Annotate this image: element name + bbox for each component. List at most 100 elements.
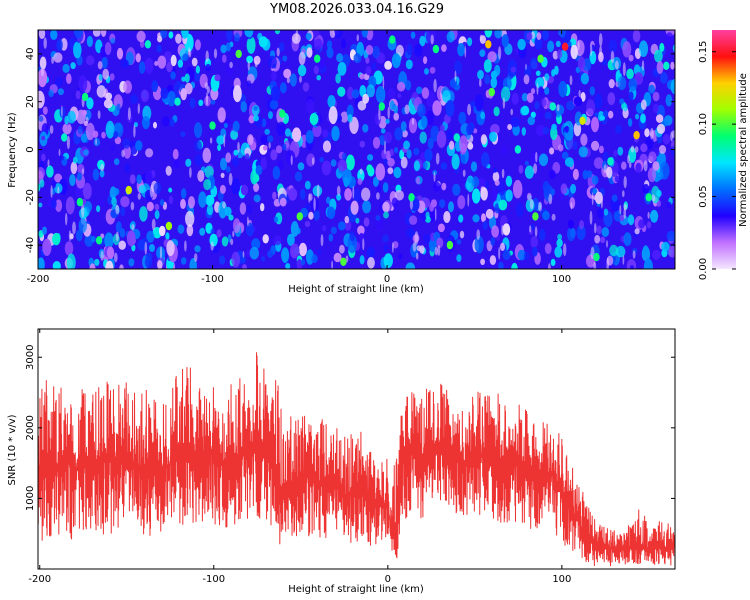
heatmap-blob	[267, 55, 277, 69]
heatmap-blob	[555, 40, 561, 48]
heatmap-blob	[59, 154, 65, 161]
heatmap-blob	[652, 103, 660, 114]
heatmap-streak	[671, 130, 675, 139]
heatmap-streak	[58, 148, 61, 157]
heatmap-blob	[480, 134, 487, 145]
colorbar-tick-label: 0.05	[698, 185, 709, 207]
heatmap-blob	[573, 96, 583, 107]
heatmap-blob	[118, 240, 126, 250]
heatmap-blob	[554, 65, 559, 76]
heatmap-peak	[561, 42, 569, 51]
heatmap-blob	[611, 194, 618, 202]
heatmap-blob	[656, 123, 666, 134]
heatmap-blob	[448, 201, 454, 213]
heatmap-blob	[589, 86, 595, 96]
heatmap-streak	[600, 196, 603, 209]
heatmap-streak	[628, 161, 632, 168]
heatmap-blob	[628, 91, 634, 101]
heatmap-blob	[501, 34, 509, 48]
heatmap-blob	[421, 115, 428, 129]
heatmap-blob	[405, 59, 413, 70]
heatmap-blob	[269, 99, 279, 110]
heatmap-streak	[127, 107, 131, 121]
heatmap-blob	[260, 135, 268, 145]
heatmap-blob	[610, 197, 620, 212]
heatmap-blob	[427, 137, 434, 150]
heatmap-blob	[638, 219, 646, 229]
heatmap-streak	[577, 40, 580, 51]
heatmap-x-ticks: -200 -100 0 100	[27, 30, 571, 285]
heatmap-blob	[66, 253, 76, 269]
heatmap-streak	[591, 192, 594, 206]
heatmap-blob	[42, 106, 48, 115]
heatmap-blob	[596, 225, 602, 235]
heatmap-blob	[591, 175, 599, 185]
heatmap-blob	[500, 145, 507, 156]
heatmap-streak	[115, 204, 120, 215]
heatmap-blob	[538, 110, 544, 120]
heatmap-streak	[623, 203, 628, 211]
heatmap-blob	[457, 43, 465, 57]
heatmap-blob	[195, 65, 200, 74]
heatmap-blob	[404, 104, 410, 115]
heatmap-blob	[169, 118, 175, 127]
heatmap-streak	[336, 185, 341, 196]
heatmap-blob	[458, 214, 464, 223]
heatmap-blob	[538, 86, 544, 96]
heatmap-blob	[399, 149, 405, 160]
heatmap-peak	[340, 257, 347, 266]
heatmap-blob	[38, 183, 41, 192]
heatmap-blob	[225, 166, 231, 173]
heatmap-blob	[220, 172, 225, 178]
heatmap-blob	[279, 42, 285, 52]
heatmap-blob	[282, 55, 288, 62]
heatmap-blob	[341, 152, 347, 161]
heatmap-blob	[271, 70, 277, 81]
heatmap-blob	[145, 171, 153, 185]
heatmap-streak	[114, 252, 118, 263]
heatmap-streak	[209, 137, 213, 144]
heatmap-peak	[453, 133, 460, 142]
heatmap-streak	[223, 133, 226, 148]
heatmap-blob	[113, 94, 123, 110]
heatmap-blob	[626, 68, 634, 80]
heatmap-peak	[485, 40, 492, 49]
heatmap-streak	[51, 56, 54, 64]
heatmap-blob	[394, 190, 404, 201]
heatmap-blob	[221, 236, 229, 247]
heatmap-blob	[339, 244, 345, 254]
heatmap-blob	[432, 100, 442, 116]
heatmap-blob	[296, 227, 301, 235]
heatmap-streak	[205, 92, 209, 106]
heatmap-blob	[233, 218, 241, 234]
heatmap-y-tick-label: -20	[25, 189, 36, 205]
heatmap-blob	[340, 111, 349, 123]
heatmap-blob	[281, 247, 290, 263]
heatmap-blob	[405, 80, 412, 91]
heatmap-blob	[521, 127, 526, 136]
heatmap-streak	[184, 240, 187, 252]
heatmap-blob	[580, 133, 588, 146]
heatmap-blob	[39, 179, 45, 188]
heatmap-blob	[260, 203, 265, 212]
heatmap-blob	[489, 131, 497, 142]
heatmap-streak	[286, 77, 290, 84]
heatmap-peak	[532, 212, 539, 221]
heatmap-blob	[273, 235, 282, 246]
heatmap-blob	[124, 163, 131, 173]
heatmap-blob	[184, 73, 190, 83]
heatmap-blob	[216, 229, 222, 238]
heatmap-blob	[359, 255, 365, 265]
heatmap-blob	[38, 90, 45, 109]
heatmap-blob	[261, 256, 266, 262]
heatmap-blob	[103, 98, 113, 109]
heatmap-blob	[156, 44, 162, 53]
heatmap-blob	[101, 131, 106, 139]
heatmap-blob	[154, 210, 160, 220]
heatmap-blob	[353, 53, 362, 64]
heatmap-blob	[345, 154, 355, 171]
heatmap-blob	[359, 85, 367, 97]
heatmap-streak	[480, 186, 484, 198]
heatmap-blob	[392, 241, 399, 249]
heatmap-blob	[372, 136, 381, 149]
